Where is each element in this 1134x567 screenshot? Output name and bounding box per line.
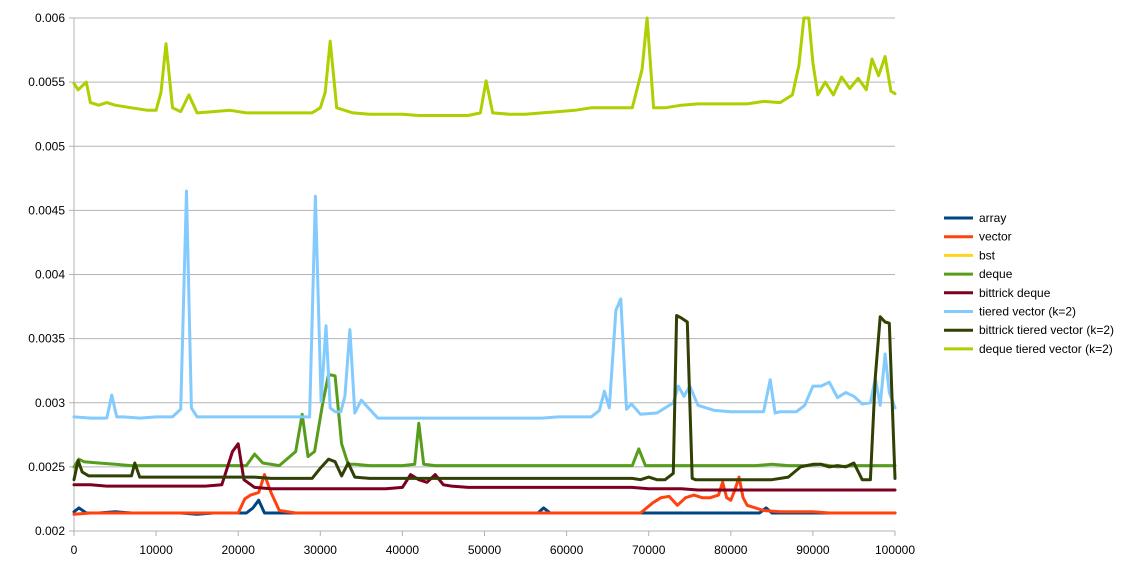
legend-label: bittrick tiered vector (k=2) (979, 323, 1114, 337)
series-line-5 (72, 189, 897, 420)
x-tick-label: 0 (71, 543, 78, 557)
x-tick-label: 30000 (304, 543, 338, 557)
y-tick-label: 0.0035 (28, 332, 65, 346)
y-tick-label: 0.004 (35, 268, 65, 282)
y-tick-labels: 0.002 0.0025 0.003 0.0035 0.004 0.0045 0.005 0.… (28, 11, 65, 538)
x-tick-label: 80000 (714, 543, 748, 557)
legend-label: vector (979, 230, 1012, 244)
legend-label: bst (979, 248, 996, 262)
y-tick-label: 0.0055 (28, 75, 65, 89)
legend-label: tiered vector (k=2) (979, 305, 1076, 319)
series-line-3 (72, 373, 897, 469)
series-line-7 (72, 16, 897, 117)
y-tick-label: 0.0045 (28, 203, 65, 217)
y-tick-label: 0.0025 (28, 460, 65, 474)
x-tick-label: 90000 (796, 543, 830, 557)
y-tick-label: 0.003 (35, 396, 65, 410)
series-line-4 (72, 442, 897, 492)
x-tick-label: 40000 (386, 543, 420, 557)
y-tick-label: 0.006 (35, 11, 65, 25)
legend: array vector bst deque bittrick deque tiered … (944, 211, 1114, 356)
legend-label: array (979, 211, 1006, 225)
x-tick-label: 50000 (468, 543, 502, 557)
series-lines (72, 16, 897, 516)
x-tick-label: 10000 (139, 543, 173, 557)
series-line-6 (72, 314, 897, 482)
x-tick-label: 100000 (875, 543, 915, 557)
axes (69, 17, 896, 536)
legend-label: deque tiered vector (k=2) (979, 342, 1113, 356)
x-tick-label: 70000 (632, 543, 666, 557)
x-tick-label: 20000 (222, 543, 256, 557)
series-line-1 (72, 473, 897, 516)
legend-label: deque (979, 267, 1013, 281)
x-tick-label: 60000 (550, 543, 584, 557)
y-tick-label: 0.002 (35, 524, 65, 538)
legend-label: bittrick deque (979, 286, 1051, 300)
x-tick-labels: 0 10000 20000 30000 40000 50000 60000 70000 8000… (71, 543, 916, 557)
y-tick-label: 0.005 (35, 139, 65, 153)
